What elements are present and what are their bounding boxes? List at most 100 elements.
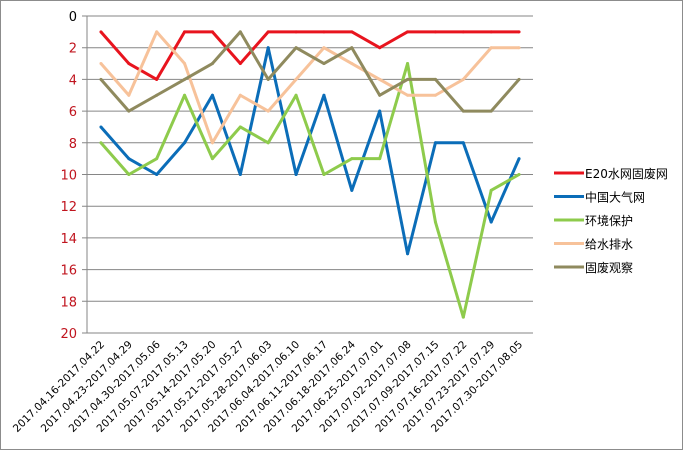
- data-point: [99, 62, 103, 66]
- data-point: [461, 77, 465, 81]
- data-point: [406, 252, 410, 256]
- data-point: [461, 141, 465, 145]
- data-point: [322, 93, 326, 97]
- x-axis-ticks: 2017.04.16-2017.04.222017.04.23-2017.04.…: [11, 338, 525, 434]
- y-tick-label: 0: [69, 10, 77, 25]
- data-point: [350, 188, 354, 192]
- data-point: [210, 141, 214, 145]
- data-point: [322, 46, 326, 50]
- data-point: [378, 93, 382, 97]
- data-point: [210, 30, 214, 34]
- data-point: [99, 77, 103, 81]
- y-tick-label: 8: [69, 137, 77, 152]
- data-point: [517, 157, 521, 161]
- data-point: [266, 109, 270, 113]
- data-point: [183, 77, 187, 81]
- data-point: [238, 30, 242, 34]
- data-point: [238, 93, 242, 97]
- y-tick-label: 16: [60, 264, 77, 279]
- data-point: [489, 220, 493, 224]
- data-point: [406, 30, 410, 34]
- data-point: [294, 93, 298, 97]
- data-point: [294, 77, 298, 81]
- data-point: [155, 77, 159, 81]
- data-point: [378, 157, 382, 161]
- data-point: [238, 125, 242, 129]
- data-point: [99, 30, 103, 34]
- data-point: [155, 93, 159, 97]
- data-point: [155, 157, 159, 161]
- data-point: [517, 46, 521, 50]
- data-point: [433, 77, 437, 81]
- data-point: [322, 30, 326, 34]
- gridlines: [82, 15, 533, 334]
- data-point: [489, 188, 493, 192]
- series-line-4: [99, 30, 520, 145]
- data-point: [406, 77, 410, 81]
- data-point: [489, 30, 493, 34]
- data-point: [322, 62, 326, 66]
- data-point: [155, 30, 159, 34]
- data-point: [127, 109, 131, 113]
- y-axis-ticks: 0 2 4 6 8 10 12 14 16 18 20: [60, 10, 77, 342]
- data-point: [433, 220, 437, 224]
- data-point: [433, 141, 437, 145]
- y-tick-label: 20: [60, 327, 77, 342]
- legend-label: 环境保护: [585, 213, 633, 228]
- data-point: [350, 46, 354, 50]
- data-point: [433, 93, 437, 97]
- data-point: [210, 62, 214, 66]
- data-point: [378, 109, 382, 113]
- data-point: [266, 77, 270, 81]
- data-point: [127, 157, 131, 161]
- data-point: [322, 173, 326, 176]
- y-tick-label: 6: [69, 105, 77, 120]
- data-point: [266, 46, 270, 50]
- data-point: [238, 173, 242, 176]
- y-tick-label: 10: [60, 169, 77, 184]
- data-point: [127, 93, 131, 97]
- y-tick-label: 18: [60, 295, 77, 310]
- data-point: [517, 173, 521, 176]
- data-point: [238, 62, 242, 66]
- series-line-5: [99, 30, 521, 113]
- data-point: [99, 141, 103, 145]
- data-point: [433, 30, 437, 34]
- y-tick-label: 2: [69, 42, 77, 57]
- series-line-1: [99, 30, 520, 81]
- data-point: [127, 62, 131, 66]
- data-point: [183, 62, 187, 66]
- data-point: [99, 125, 103, 129]
- data-point: [294, 46, 298, 50]
- data-point: [155, 173, 159, 176]
- data-point: [406, 93, 410, 97]
- series-line-2: [99, 46, 521, 256]
- data-point: [406, 62, 410, 66]
- data-point: [461, 109, 465, 113]
- data-point: [461, 30, 465, 34]
- data-point: [378, 77, 382, 81]
- data-point: [266, 141, 270, 145]
- y-tick-label: 12: [60, 200, 77, 215]
- data-point: [183, 30, 187, 34]
- data-point: [489, 109, 493, 113]
- data-point: [183, 141, 187, 145]
- legend-label: E20水网固废网: [585, 166, 668, 181]
- data-point: [210, 93, 214, 97]
- legend-label: 中国大气网: [585, 190, 645, 205]
- data-point: [489, 46, 493, 50]
- data-point: [350, 157, 354, 161]
- data-point: [350, 30, 354, 34]
- y-tick-label: 4: [69, 73, 77, 88]
- data-point: [517, 30, 521, 34]
- legend-label: 固废观察: [585, 260, 633, 275]
- series-line-3: [99, 62, 520, 319]
- data-point: [183, 93, 187, 97]
- data-point: [517, 77, 521, 81]
- data-point: [127, 173, 131, 176]
- data-point: [350, 62, 354, 66]
- data-point: [266, 30, 270, 34]
